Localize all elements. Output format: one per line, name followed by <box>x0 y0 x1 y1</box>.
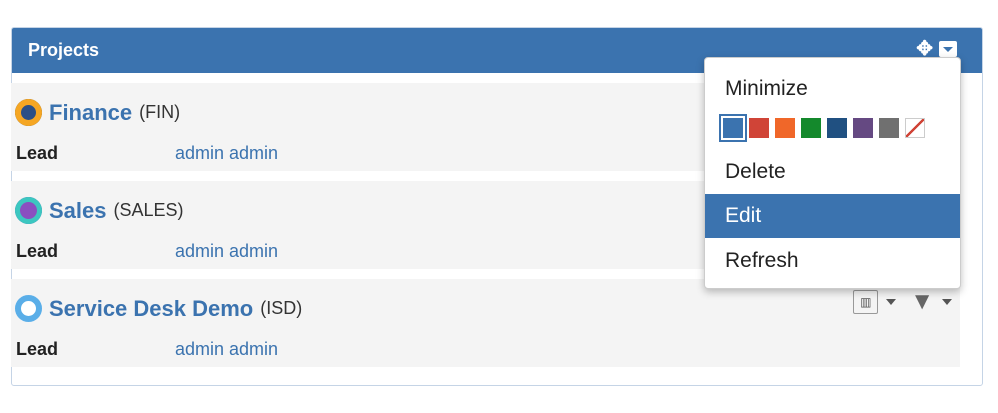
project-key: (ISD) <box>260 298 303 318</box>
menu-item-edit[interactable]: Edit <box>705 194 960 238</box>
lead-link[interactable]: admin admin <box>175 241 279 261</box>
color-swatch-none[interactable] <box>905 118 925 138</box>
color-swatch-gray[interactable] <box>879 118 899 138</box>
chart-icon[interactable]: ▥ <box>853 290 879 314</box>
gadget-dropdown-menu: Minimize Delete Edit Refresh <box>704 57 961 289</box>
color-swatch-red[interactable] <box>749 118 769 138</box>
menu-item-delete[interactable]: Delete <box>725 160 786 183</box>
menu-item-refresh[interactable]: Refresh <box>725 249 799 272</box>
project-row: Service Desk Demo (ISD) Lead admin admin … <box>11 279 960 367</box>
gadget-menu-button[interactable] <box>939 41 957 57</box>
project-key: (SALES) <box>113 200 184 220</box>
lead-link[interactable]: admin admin <box>175 143 279 163</box>
color-swatches <box>719 114 925 142</box>
color-swatch-purple[interactable] <box>853 118 873 138</box>
project-link[interactable]: Finance <box>49 99 133 125</box>
chart-dropdown-caret-icon[interactable] <box>886 299 897 305</box>
filter-dropdown-caret-icon[interactable] <box>942 299 952 305</box>
gadget-header: Projects ✥ <box>12 28 982 73</box>
color-swatch-orange[interactable] <box>775 118 795 138</box>
project-link[interactable]: Service Desk Demo <box>49 295 254 321</box>
lead-link[interactable]: admin admin <box>175 339 279 359</box>
service-desk-avatar-icon <box>15 295 42 322</box>
lead-label: Lead <box>16 143 59 163</box>
gadget-title: Projects <box>28 40 100 60</box>
filter-icon[interactable]: ▼ <box>910 288 934 315</box>
project-link[interactable]: Sales <box>49 197 107 223</box>
lead-label: Lead <box>16 241 59 261</box>
sales-avatar-icon <box>15 197 42 224</box>
color-swatch-blue[interactable] <box>719 114 747 142</box>
project-key: (FIN) <box>139 102 181 122</box>
move-icon[interactable]: ✥ <box>916 38 933 60</box>
menu-item-minimize[interactable]: Minimize <box>725 77 808 100</box>
color-swatch-green[interactable] <box>801 118 821 138</box>
lead-label: Lead <box>16 339 59 359</box>
color-swatch-dark-blue[interactable] <box>827 118 847 138</box>
finance-avatar-icon <box>15 99 42 126</box>
